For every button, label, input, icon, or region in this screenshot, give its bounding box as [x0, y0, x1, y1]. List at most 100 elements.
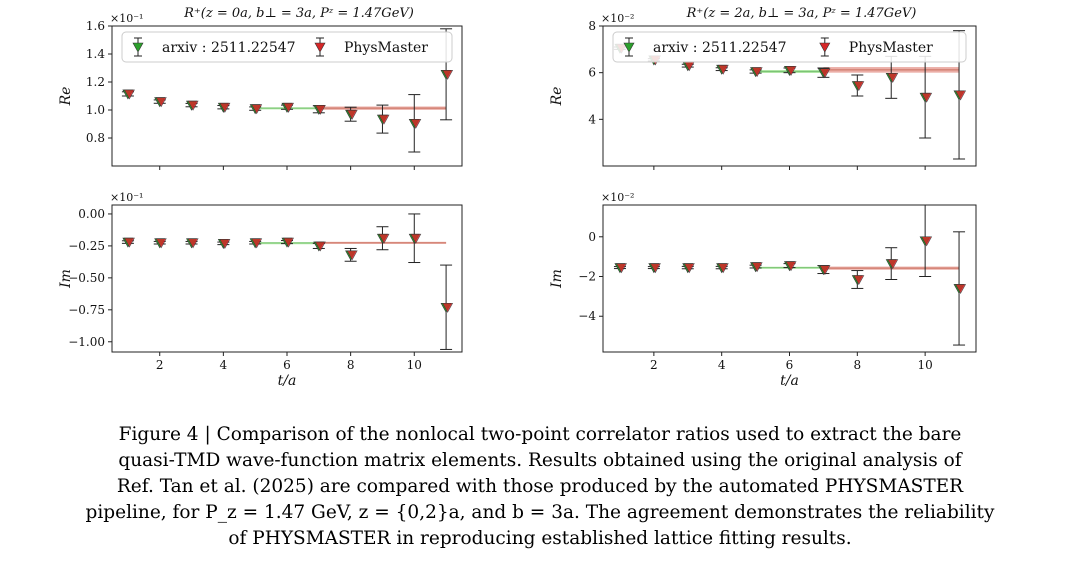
plot-re_z2: 4 6 8 ×10⁻² Re R⁺(z = 2a, b⊥ = 3a, Pᶻ = 1.47G…: [549, 6, 977, 170]
chart-title: R⁺(z = 0a, b⊥ = 3a, Pᶻ = 1.47GeV): [183, 6, 414, 21]
marker-physmaster: [378, 233, 390, 244]
legend-entry-reference: arxiv : 2511.22547: [653, 40, 787, 56]
legend-box: [612, 31, 967, 63]
marker-physmaster: [187, 100, 199, 111]
legend-marker: [623, 42, 635, 53]
axes-frame: [602, 204, 977, 353]
marker-physmaster: [378, 114, 390, 125]
y-tick-label: −0.50: [68, 271, 105, 285]
marker-physmaster: [123, 237, 135, 248]
y-tick-label: 1.2: [86, 75, 105, 89]
x-axis-label: t/a: [278, 373, 297, 389]
marker-physmaster: [155, 97, 167, 108]
y-tick-label: −0.75: [68, 303, 105, 317]
caption-line-5: of PHYSMASTER in reproducing established…: [228, 528, 852, 549]
marker-physmaster: [410, 233, 422, 244]
marker-physmaster: [410, 119, 422, 129]
marker-physmaster: [219, 239, 231, 249]
axis-multiplier: ×10⁻²: [601, 12, 634, 25]
legend-box: [121, 31, 453, 63]
marker-physmaster: [282, 102, 295, 113]
legend-entry-physmaster: PhysMaster: [344, 40, 428, 56]
marker-physmaster: [442, 70, 454, 80]
x-tick-label: 6: [283, 358, 291, 372]
marker-physmaster: [251, 104, 263, 115]
axes-frame: [111, 204, 463, 353]
marker-physmaster: [346, 109, 358, 120]
x-tick-label: 4: [718, 358, 726, 372]
marker-physmaster: [219, 102, 231, 113]
marker-physmaster: [187, 238, 199, 249]
marker-physmaster: [785, 261, 797, 272]
x-tick-label: 8: [853, 358, 861, 372]
figure-caption: Figure 4 | Comparison of the nonlocal tw…: [0, 422, 1080, 552]
axis-multiplier: ×10⁻²: [601, 191, 634, 204]
chart-title: R⁺(z = 2a, b⊥ = 3a, Pᶻ = 1.47GeV): [686, 6, 917, 21]
y-tick-label: 8: [588, 19, 596, 33]
legend-entry-physmaster: PhysMaster: [849, 40, 933, 56]
y-tick-label: −1.00: [68, 335, 105, 349]
y-tick-label: −2: [578, 270, 596, 284]
marker-physmaster: [717, 263, 729, 274]
x-tick-label: 6: [786, 358, 794, 372]
y-tick-label: 1.6: [86, 19, 105, 33]
marker-physmaster: [887, 73, 899, 83]
marker-physmaster: [955, 284, 967, 295]
x-tick-label: 4: [220, 358, 228, 372]
x-tick-label: 2: [156, 358, 164, 372]
x-tick-label: 10: [407, 358, 422, 372]
marker-physmaster: [717, 64, 729, 75]
figure-canvas: 0.8 1.0 1.2 1.4 1.6 ×10⁻¹ Re R⁺(z = 0a, b⊥ = 3a…: [58, 6, 977, 389]
x-axis-label: t/a: [780, 373, 799, 389]
caption-line-3: Ref. Tan et al. (2025) are compared with…: [116, 476, 964, 497]
caption-line-2: quasi-TMD wave-function matrix elements.…: [118, 450, 962, 471]
axis-multiplier: ×10⁻¹: [110, 191, 143, 204]
marker-physmaster: [921, 236, 933, 247]
marker-physmaster: [314, 241, 326, 252]
y-axis-label: Re: [58, 87, 74, 107]
marker-physmaster: [346, 250, 358, 261]
marker-physmaster: [314, 105, 326, 115]
data-points: [121, 28, 454, 153]
data-points: [613, 205, 967, 346]
marker-physmaster: [819, 68, 831, 79]
legend-marker: [314, 42, 326, 53]
y-tick-label: 0.8: [86, 131, 105, 145]
y-axis-label: Re: [549, 87, 565, 107]
y-axis-label: Im: [549, 269, 565, 289]
y-tick-label: 1.4: [86, 47, 105, 61]
marker-physmaster: [282, 237, 295, 248]
y-tick-label: −0.25: [68, 239, 105, 253]
marker-physmaster: [251, 238, 263, 249]
caption-line-4: pipeline, for P_z = 1.47 GeV, z = {0,2}a…: [85, 502, 995, 523]
marker-physmaster: [921, 92, 933, 103]
marker-physmaster: [155, 238, 167, 249]
marker-physmaster: [887, 259, 899, 270]
plot-re_z0: 0.8 1.0 1.2 1.4 1.6 ×10⁻¹ Re R⁺(z = 0a, b⊥ = 3a…: [58, 6, 463, 170]
y-tick-label: 0: [588, 230, 596, 244]
marker-physmaster: [785, 66, 797, 76]
marker-physmaster: [853, 275, 865, 286]
data-points: [121, 213, 454, 350]
axis-multiplier: ×10⁻¹: [110, 12, 143, 25]
legend-marker: [819, 42, 831, 53]
plot-im_z0: 2 4 6 8 10 −1.00 −0.75 −0.50 −0.25 0.00 ×10⁻¹ Im t/a: [58, 191, 463, 389]
x-tick-label: 8: [347, 358, 355, 372]
y-tick-label: 0.00: [78, 207, 105, 221]
marker-physmaster: [819, 265, 831, 276]
marker-physmaster: [751, 67, 763, 78]
legend: arxiv : 2511.22547 PhysMaster: [612, 31, 967, 63]
y-axis-label: Im: [58, 269, 74, 289]
y-tick-label: 1.0: [86, 103, 105, 117]
y-tick-label: 4: [588, 112, 596, 126]
marker-physmaster: [123, 89, 135, 100]
legend-marker: [132, 42, 144, 53]
legend: arxiv : 2511.22547 PhysMaster: [121, 31, 453, 63]
y-tick-label: −4: [578, 309, 596, 323]
x-tick-label: 2: [650, 358, 658, 372]
marker-physmaster: [751, 262, 763, 273]
marker-physmaster: [649, 263, 661, 274]
marker-physmaster: [853, 81, 865, 92]
x-tick-label: 10: [917, 358, 932, 372]
marker-physmaster: [615, 263, 627, 274]
